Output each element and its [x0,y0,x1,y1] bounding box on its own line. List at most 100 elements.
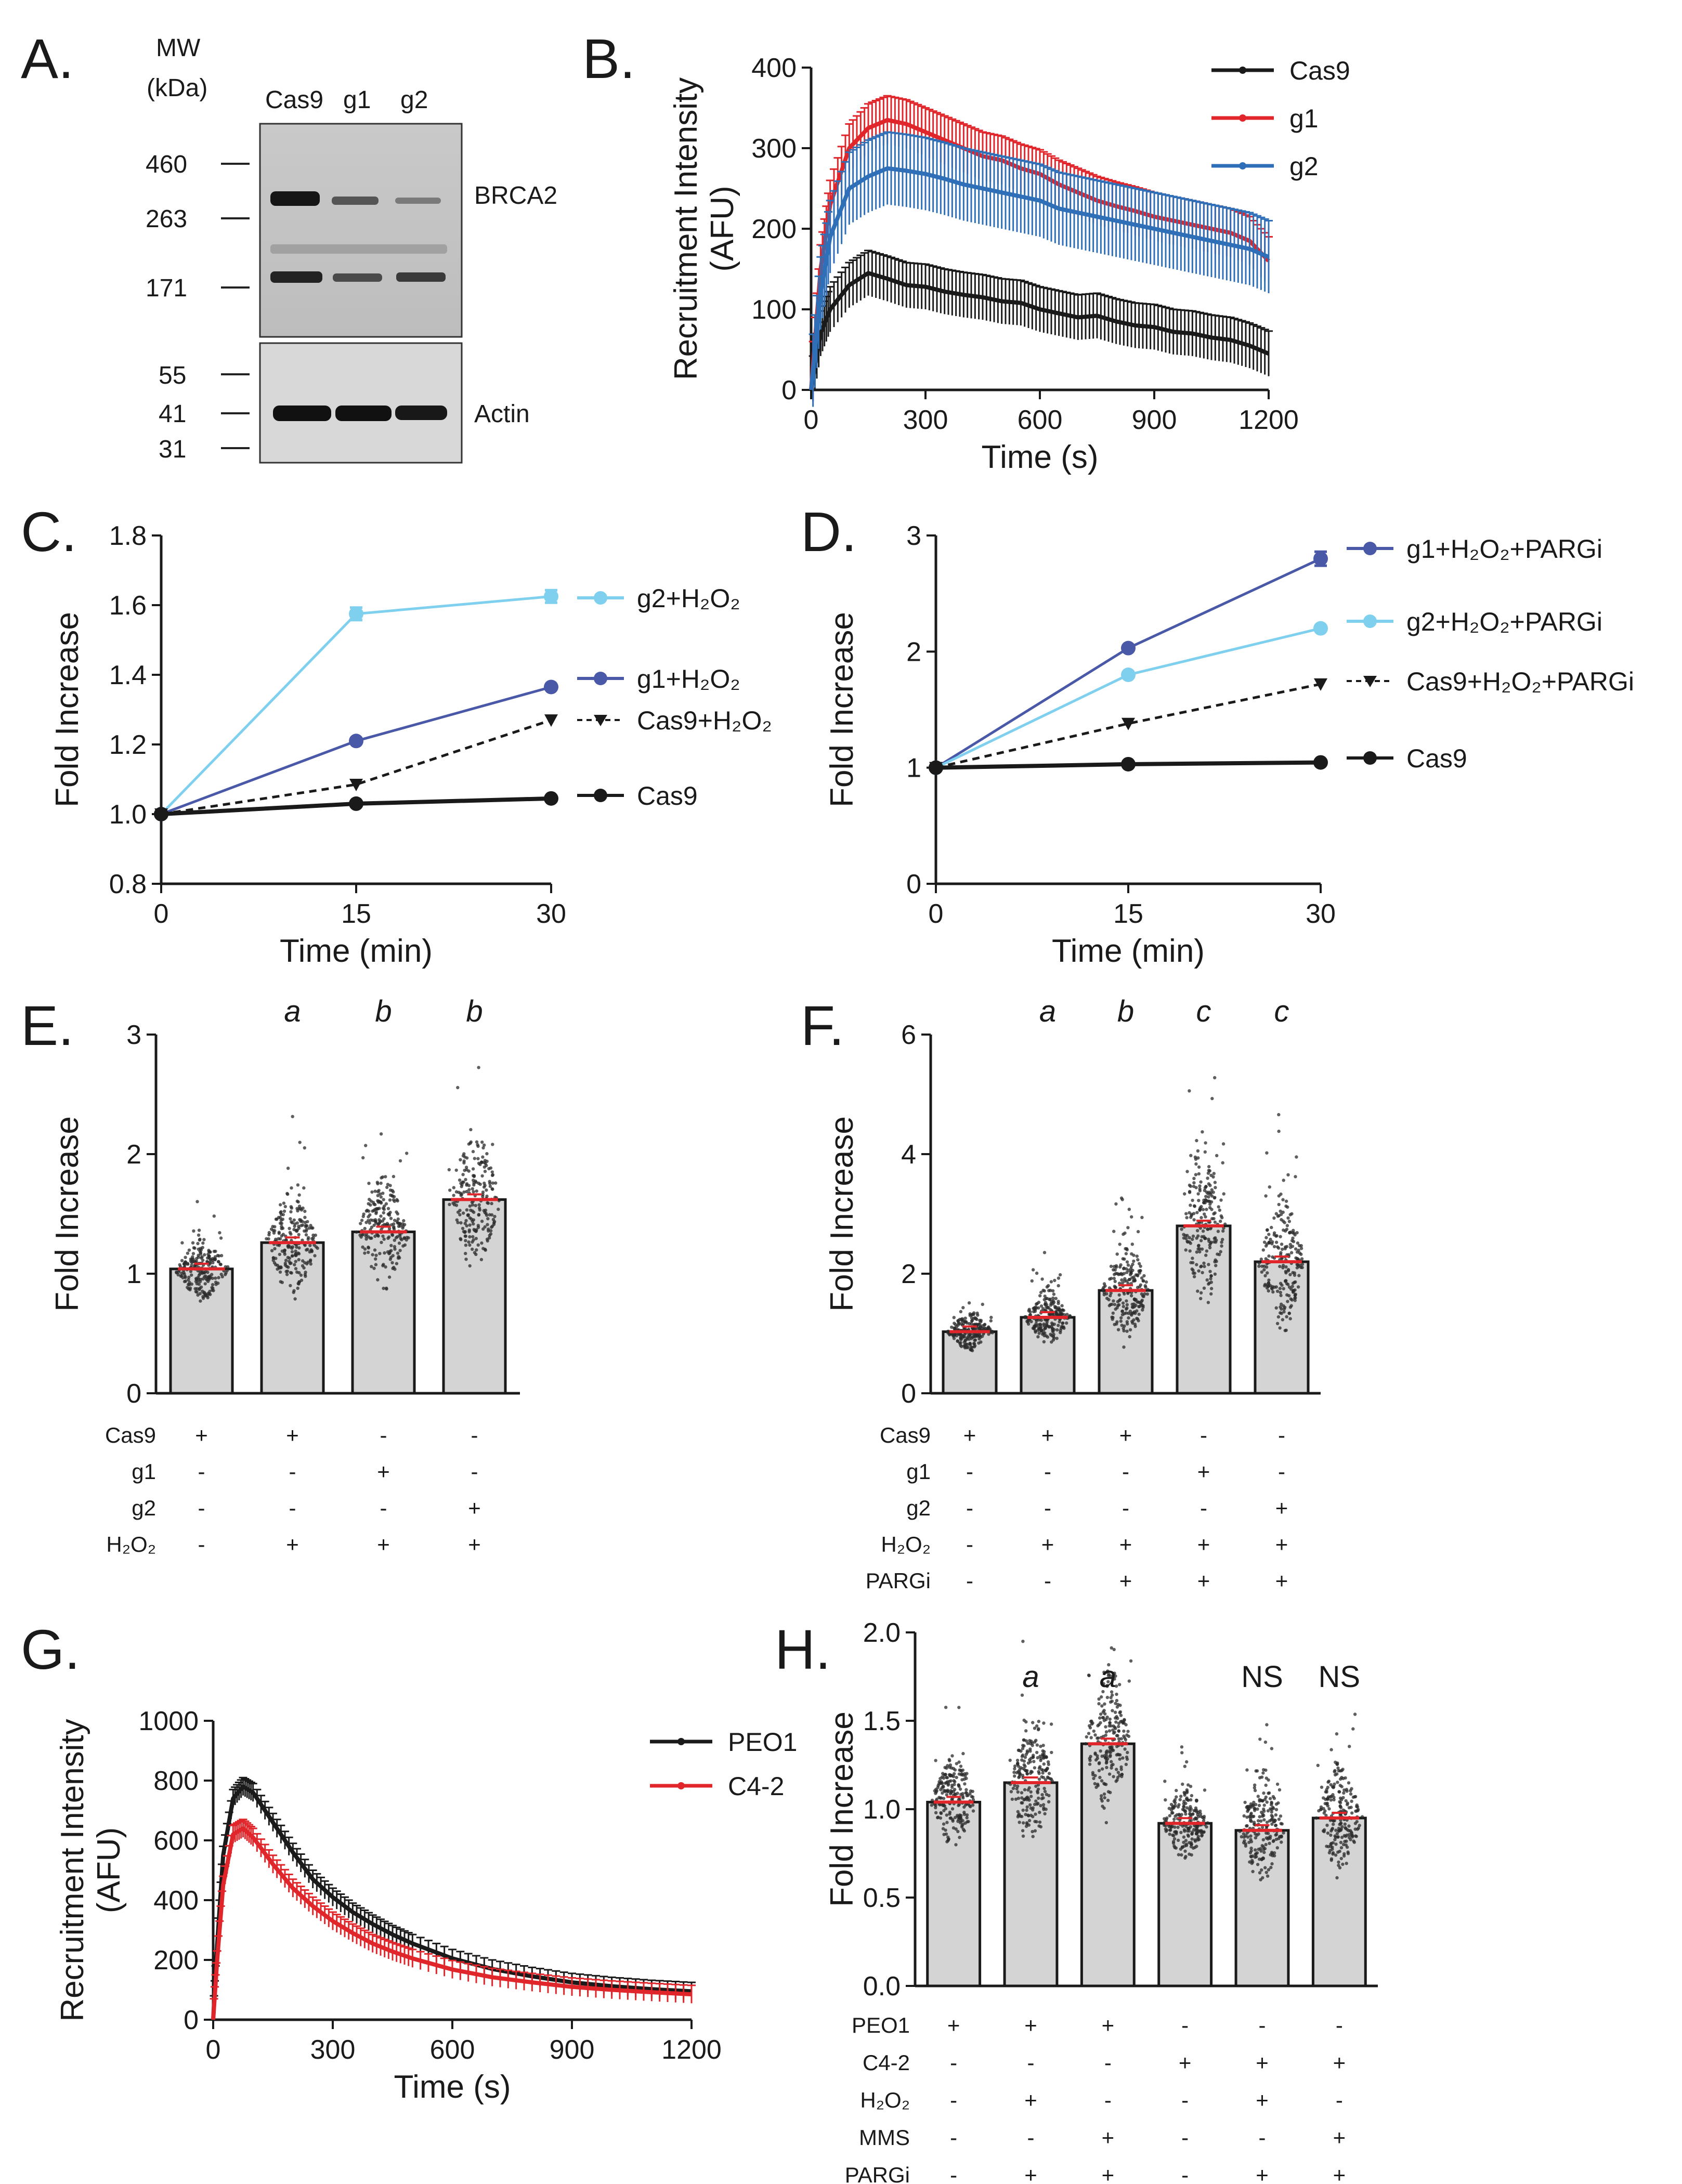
condition-label-g2: g2 [906,1496,931,1520]
scatter-point [448,1202,451,1206]
scatter-point [1162,1823,1166,1827]
scatter-point [289,1205,293,1209]
scatter-point [1164,1818,1168,1822]
scatter-point [398,1256,401,1260]
scatter-point [462,1180,465,1184]
scatter-point [1042,1756,1046,1759]
scatter-point [468,1264,472,1268]
scatter-point [1042,1328,1046,1332]
condition-mark: + [1102,2013,1115,2037]
scatter-point [1191,1198,1194,1202]
scatter-point [1350,1787,1353,1790]
scatter-point [1179,1795,1183,1798]
scatter-point [953,1780,957,1784]
scatter-point [485,1213,489,1217]
scatter-point [1029,1319,1033,1324]
scatter-point [1280,1307,1283,1311]
scatter-point [1042,1251,1047,1254]
scatter-point [1182,1233,1185,1236]
scatter-point [959,1819,963,1823]
scatter-point [1249,1819,1253,1823]
x-tick-label: 1200 [1238,405,1299,435]
scatter-point [1099,1749,1102,1753]
scatter-point [952,1337,956,1340]
bar-3 [351,1231,416,1395]
scatter-point [382,1287,385,1290]
scatter-point [1091,1773,1095,1776]
scatter-point [385,1185,389,1189]
scatter-point [942,1833,946,1836]
scatter-point [1031,1326,1035,1330]
x-tick-label: 0 [154,899,169,929]
legend-label-g2-h-o-pargi: g2+H₂O₂+PARGi [1406,607,1602,636]
scatter-point [1338,1800,1341,1803]
scatter-point [1295,1155,1298,1159]
scatter-point [280,1227,283,1231]
series-cas9 [154,791,558,821]
blot-actin-membrane [259,342,463,464]
scatter-point [1125,1271,1129,1274]
scatter-point [1125,1260,1129,1264]
scatter-point [957,1803,960,1807]
significance-label-2: a [284,995,301,1028]
scatter-point [1286,1173,1290,1176]
scatter-point [477,1066,480,1069]
scatter-point [1322,1796,1325,1800]
scatter-point [307,1226,311,1230]
band-actin-g2 [395,406,447,420]
y-axis-title-line: Recruitment Intensity [55,1719,90,2021]
scatter-point [1181,1824,1184,1828]
scatter-point [1035,1319,1038,1323]
scatter-point [465,1224,468,1228]
scatter-point [1280,1284,1284,1287]
scatter-point [310,1226,314,1230]
condition-mark: - [1044,1459,1051,1484]
scatter-point [1334,1842,1338,1846]
y-tick-label: 100 [751,295,797,325]
scatter-point [943,1765,947,1769]
scatter-point [368,1221,372,1225]
scatter-point [1265,1151,1269,1155]
scatter-point [1124,1252,1128,1256]
scatter-point [1281,1198,1285,1201]
scatter-point [497,1199,501,1202]
scatter-point [1016,1815,1020,1819]
scatter-point [388,1188,393,1192]
scatter-point [486,1223,489,1226]
legend-marker-g2 [1239,162,1246,169]
scatter-point [1201,1229,1205,1233]
scatter-point [206,1271,210,1274]
scatter-point [1183,1849,1187,1853]
scatter-point [1280,1243,1284,1246]
scatter-point [1259,1257,1263,1261]
scatter-point [1041,1796,1045,1800]
bar-2 [260,1241,325,1395]
scatter-point [219,1236,223,1240]
scatter-point [1188,1807,1191,1811]
scatter-point [1126,1226,1130,1230]
scatter-point [459,1158,462,1161]
scatter-point [1189,1819,1193,1822]
condition-mark: - [950,2050,957,2075]
condition-label-cas9: Cas9 [880,1423,931,1447]
scatter-point [1357,1826,1360,1830]
scatter-point [207,1250,211,1253]
scatter-point [1316,1763,1320,1767]
scatter-point [467,1184,471,1187]
legend-marker-cas9 [1239,67,1246,74]
scatter-point [469,1128,473,1132]
scatter-point [1336,1781,1339,1784]
scatter-point [1279,1209,1282,1213]
scatter-point [400,1238,403,1241]
scatter-point [1326,1831,1330,1835]
data-point [1313,551,1328,566]
x-tick-label: 30 [536,899,566,929]
data-point [349,606,363,621]
scatter-point [947,1758,951,1761]
condition-mark: - [1200,1496,1207,1520]
scatter-point [1178,1798,1182,1801]
scatter-point [945,1813,949,1817]
scatter-point [374,1263,378,1266]
scatter-point [288,1231,292,1234]
